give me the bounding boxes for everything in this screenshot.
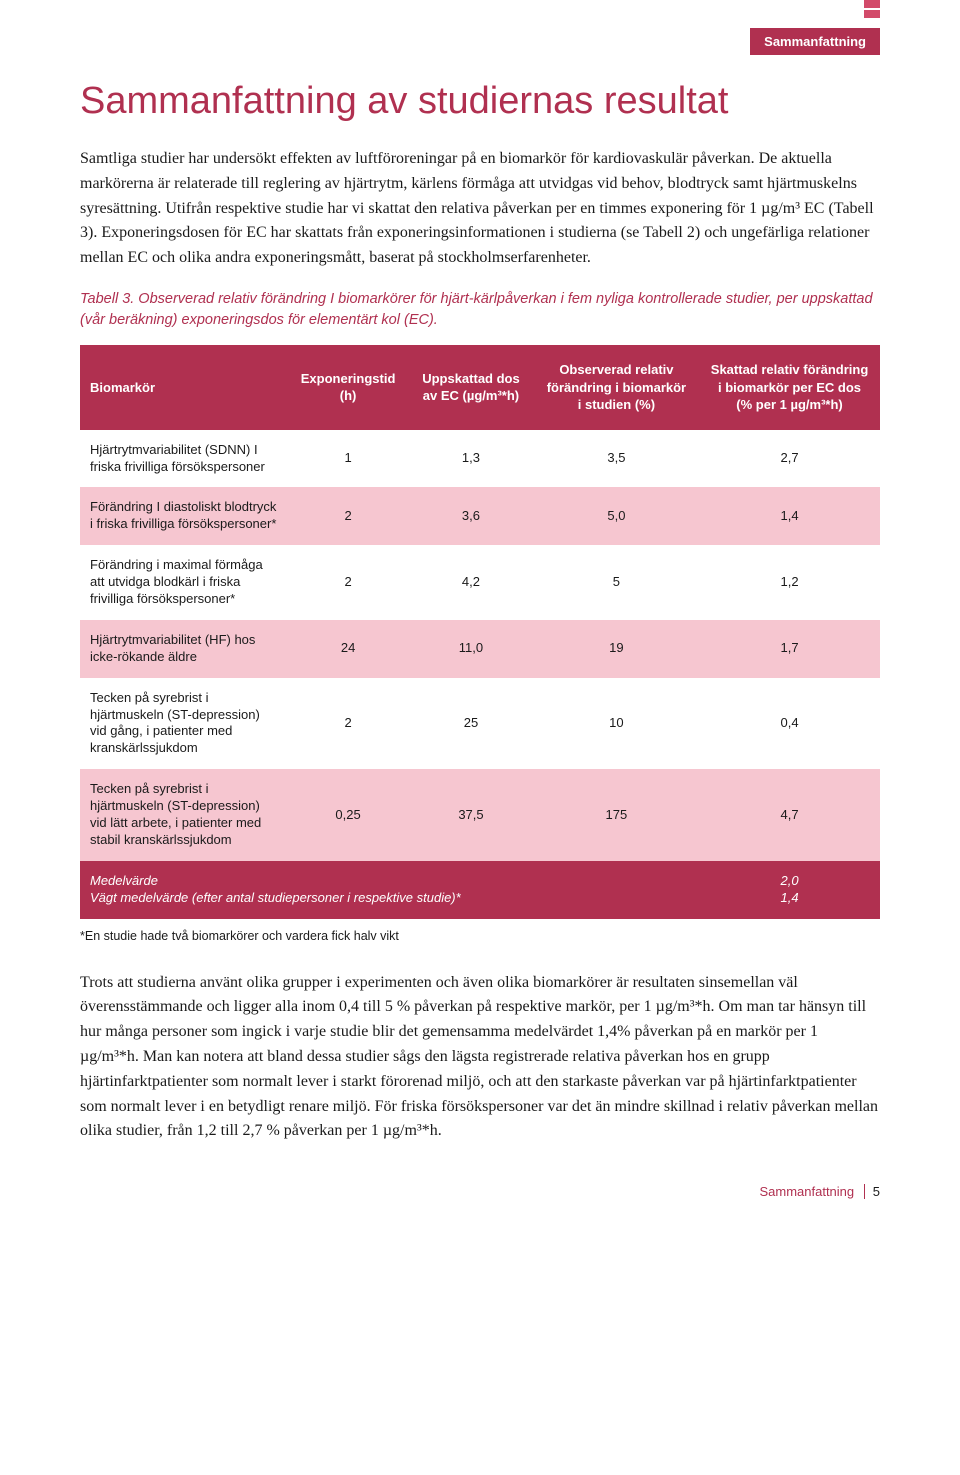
table-row: Hjärtrytmvariabilitet (HF) hos icke-röka… [80,620,880,678]
table-header-row: Biomarkör Exponeringstid (h) Uppskattad … [80,345,880,430]
footer-section: Sammanfattning [759,1184,854,1199]
table-footnote: *En studie hade två biomarkörer och vard… [80,929,880,943]
table-row: Förändring i maximal förmåga att utvidga… [80,545,880,620]
cell-value: 24 [288,620,408,678]
cell-value: 1,7 [699,620,880,678]
th-estimated: Skattad relativ förändring i biomarkör p… [699,345,880,430]
mean-label: MedelvärdeVägt medelvärde (efter antal s… [80,861,699,919]
cell-value: 2 [288,678,408,770]
page-title: Sammanfattning av studiernas resultat [80,80,880,123]
th-biomarker: Biomarkör [80,345,288,430]
table-caption: Tabell 3. Observerad relativ förändring … [80,289,880,331]
cell-value: 1,4 [699,487,880,545]
cell-biomarker: Hjärtrytmvariabilitet (SDNN) I friska fr… [80,430,288,488]
table-row: Tecken på syrebrist i hjärtmuskeln (ST-d… [80,769,880,861]
cell-value: 4,7 [699,769,880,861]
cell-value: 1 [288,430,408,488]
section-tag: Sammanfattning [750,28,880,55]
cell-value: 175 [534,769,699,861]
cell-value: 1,2 [699,545,880,620]
cell-biomarker: Tecken på syrebrist i hjärtmuskeln (ST-d… [80,678,288,770]
cell-value: 2 [288,545,408,620]
table-row: Förändring I diastoliskt blodtryck i fri… [80,487,880,545]
cell-value: 1,3 [408,430,534,488]
mean-value: 2,01,4 [699,861,880,919]
table-row: Tecken på syrebrist i hjärtmuskeln (ST-d… [80,678,880,770]
cell-value: 3,6 [408,487,534,545]
cell-value: 0,25 [288,769,408,861]
th-exposure-time: Exponeringstid (h) [288,345,408,430]
cell-value: 3,5 [534,430,699,488]
cell-value: 10 [534,678,699,770]
cell-value: 0,4 [699,678,880,770]
cell-value: 5,0 [534,487,699,545]
cell-value: 11,0 [408,620,534,678]
cell-value: 25 [408,678,534,770]
cell-biomarker: Förändring I diastoliskt blodtryck i fri… [80,487,288,545]
cell-value: 2 [288,487,408,545]
page-footer: Sammanfattning 5 [80,1184,880,1199]
th-observed: Observerad relativ förändring i biomarkö… [534,345,699,430]
table-mean-row: MedelvärdeVägt medelvärde (efter antal s… [80,861,880,919]
cell-biomarker: Tecken på syrebrist i hjärtmuskeln (ST-d… [80,769,288,861]
decorative-squares [864,0,880,18]
table-row: Hjärtrytmvariabilitet (SDNN) I friska fr… [80,430,880,488]
cell-value: 19 [534,620,699,678]
cell-biomarker: Förändring i maximal förmåga att utvidga… [80,545,288,620]
discussion-paragraph: Trots att studierna använt olika grupper… [80,971,880,1145]
footer-page-number: 5 [864,1184,880,1199]
intro-paragraph: Samtliga studier har undersökt effekten … [80,147,880,271]
cell-value: 5 [534,545,699,620]
biomarker-table: Biomarkör Exponeringstid (h) Uppskattad … [80,345,880,919]
cell-value: 4,2 [408,545,534,620]
cell-biomarker: Hjärtrytmvariabilitet (HF) hos icke-röka… [80,620,288,678]
th-dose: Uppskattad dos av EC (µg/m³*h) [408,345,534,430]
cell-value: 37,5 [408,769,534,861]
cell-value: 2,7 [699,430,880,488]
